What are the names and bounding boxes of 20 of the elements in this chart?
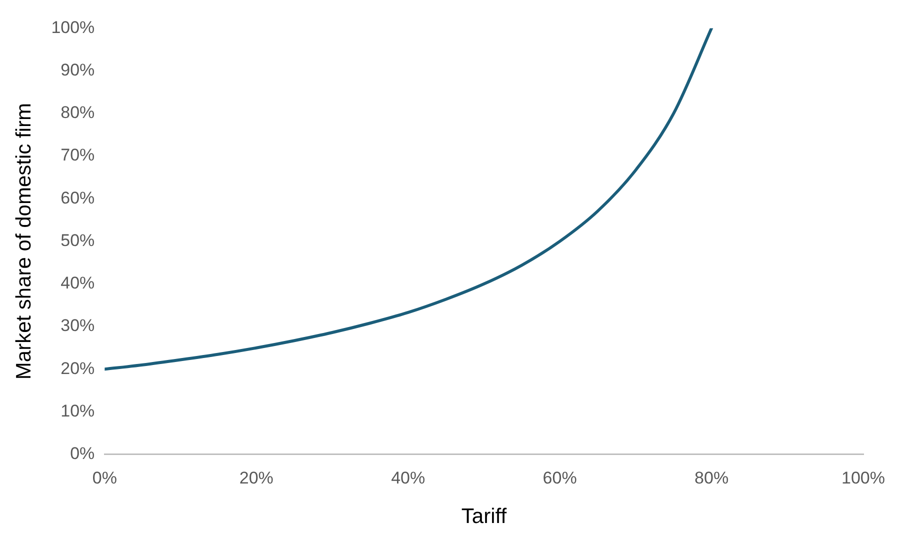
x-tick-label: 80% [694,468,729,488]
y-tick-label: 60% [60,188,95,208]
y-tick-label: 0% [70,444,95,464]
y-tick-label: 20% [60,358,95,378]
y-tick-label: 80% [60,103,95,122]
x-tick-label: 40% [391,468,426,488]
y-tick-label: 90% [60,60,95,80]
x-tick-label: 100% [842,468,885,488]
y-axis-title: Market share of domestic firm [12,103,36,380]
x-tick-label: 60% [542,468,577,488]
y-tick-label: 50% [60,230,95,250]
x-tick-label: 20% [239,468,274,488]
x-tick-label: 0% [92,468,117,488]
y-tick-label: 30% [60,316,95,336]
y-tick-label: 100% [51,18,95,37]
y-tick-label: 10% [60,401,95,420]
x-axis-title: Tariff [461,505,507,528]
line-series [104,28,714,371]
y-tick-label: 70% [60,146,95,165]
y-tick-label: 40% [60,274,95,293]
